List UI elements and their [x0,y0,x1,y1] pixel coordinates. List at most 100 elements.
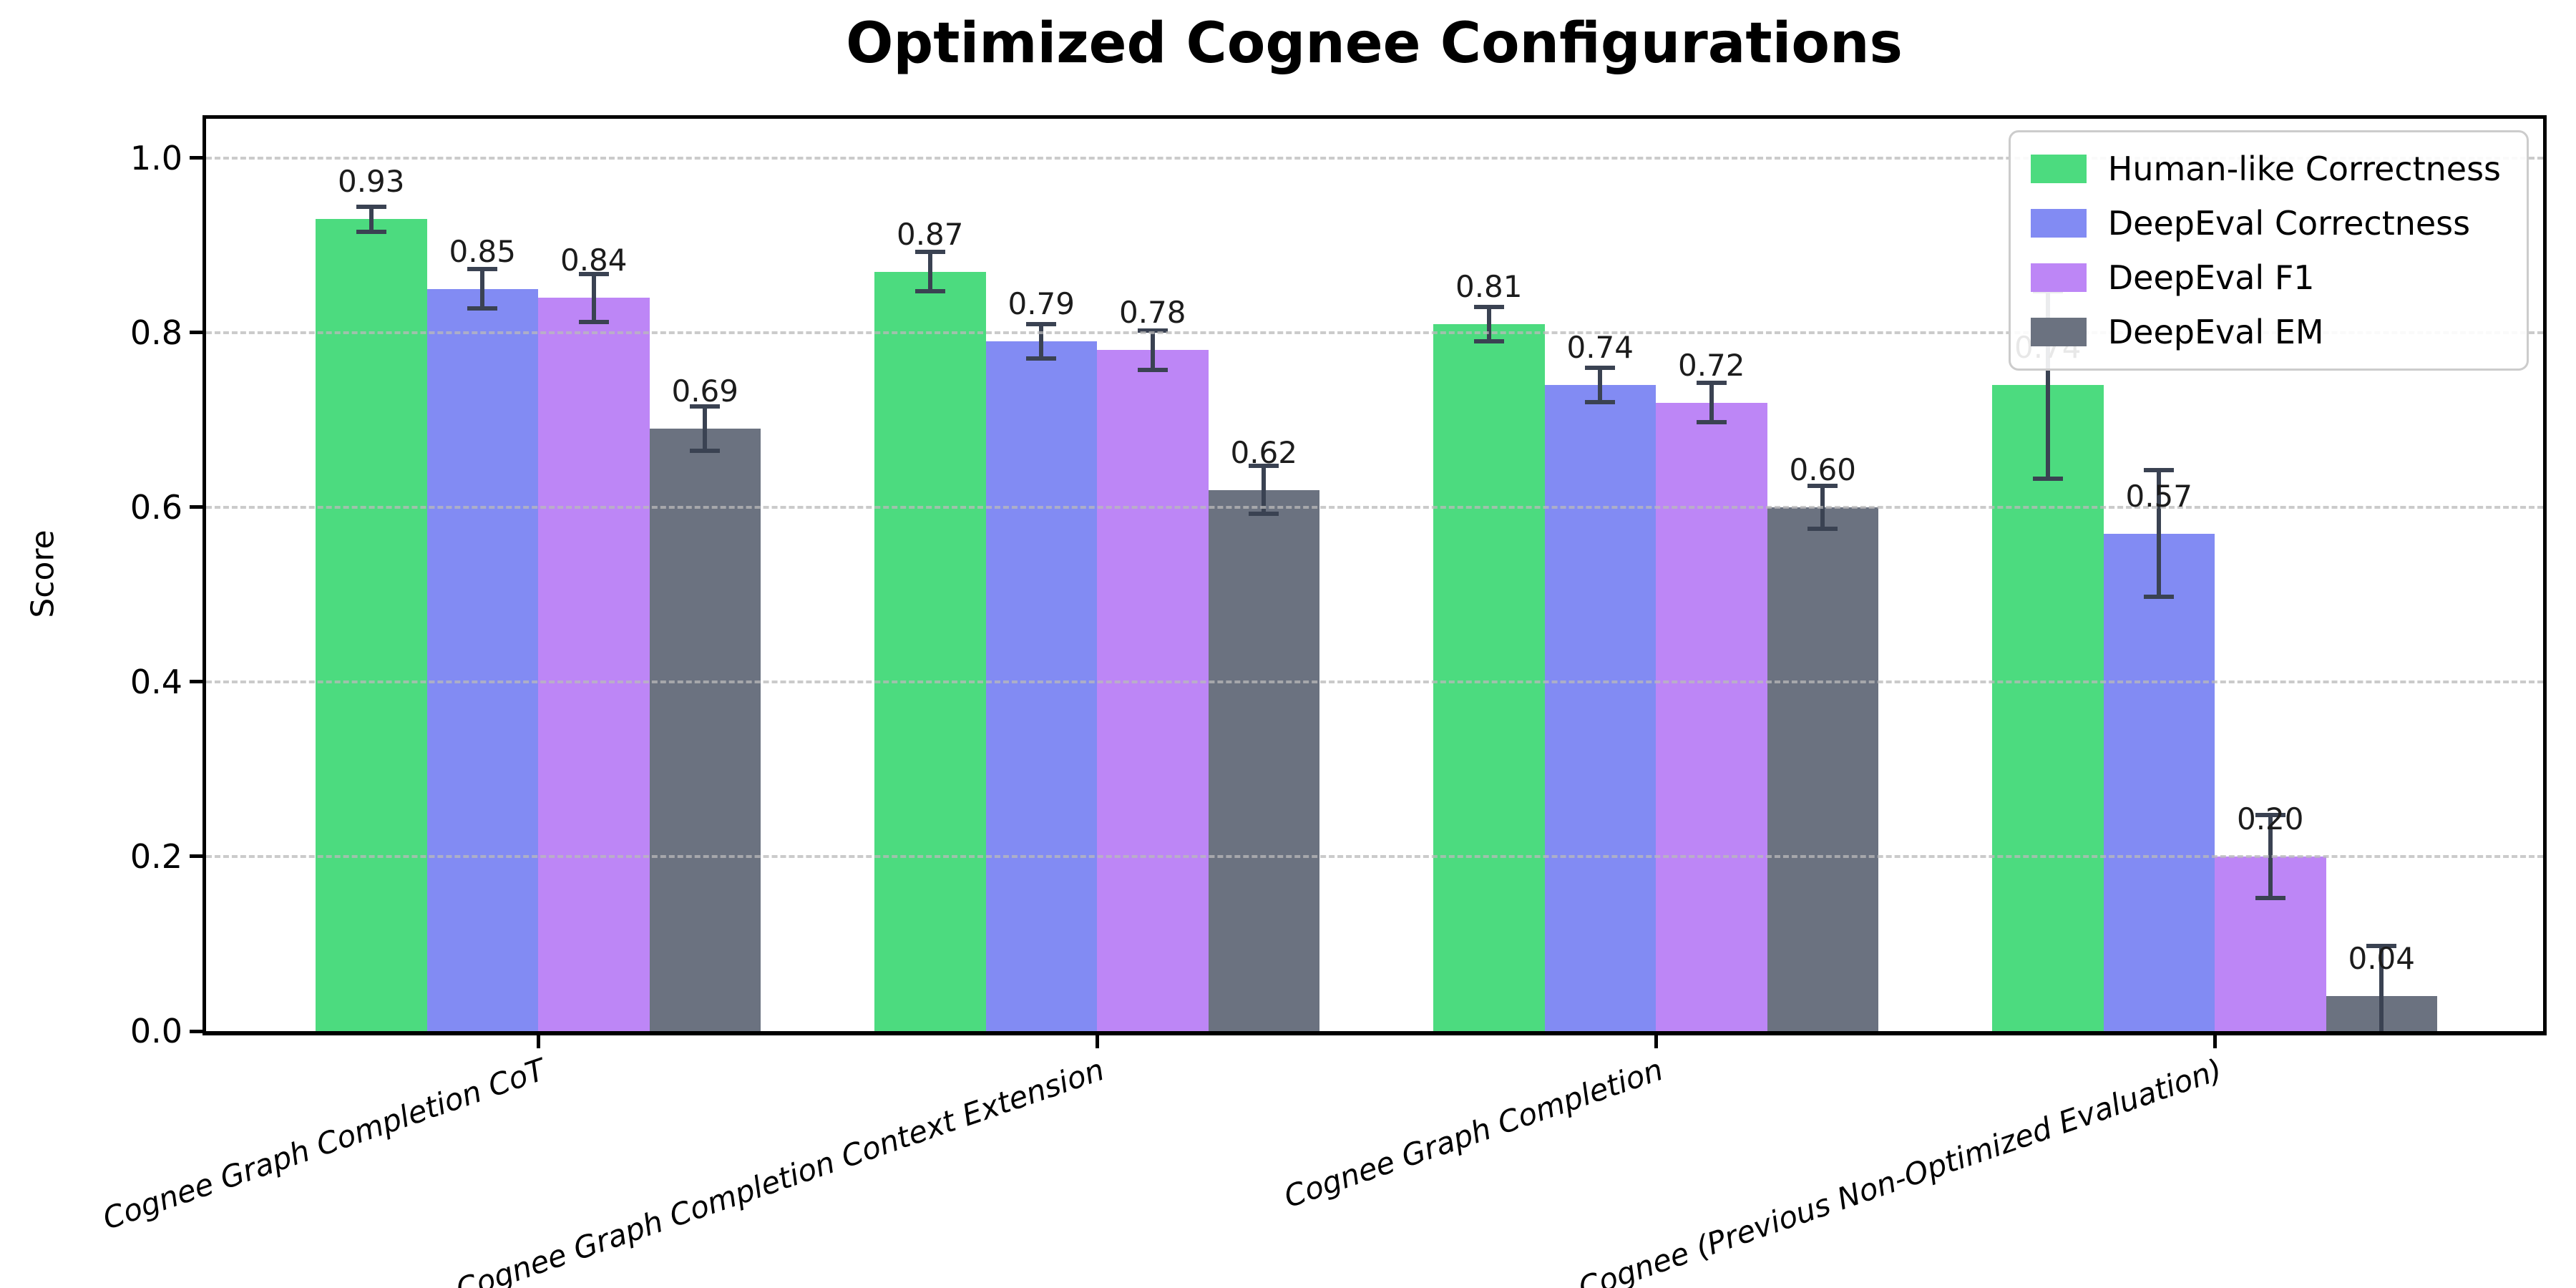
x-tick-mark-0 [536,1035,540,1048]
gridline-0.6 [206,505,2543,509]
error-bar-deepeval-f1-3-cap-top [2255,812,2285,817]
legend-label-human-like-correctness: Human-like Correctness [2107,150,2501,188]
error-bar-deepeval-correctness-1-cap-top [1026,322,1057,327]
bar-value-label-human-like-correctness-1: 0.87 [896,216,964,252]
error-bar-human-like-correctness-0 [369,204,374,235]
error-bar-deepeval-em-1-cap-bottom [1249,512,1279,517]
bar-value-label-deepeval-f1-0: 0.84 [560,243,628,278]
x-tick-mark-3 [2212,1035,2217,1048]
error-bar-deepeval-correctness-3-cap-bottom [2144,595,2175,600]
bar-value-label-human-like-correctness-0: 0.93 [337,164,405,200]
plot-area [206,119,2543,1031]
bar-deepeval-em-2 [1767,507,1878,1031]
gridline-0.8 [206,331,2543,334]
legend: Human-like Correctness DeepEval Correctne… [2008,130,2529,371]
y-tick-label-0.8: 0.8 [130,313,182,352]
error-bar-deepeval-f1-1 [1150,328,1155,372]
y-tick-label-0.6: 0.6 [130,487,182,527]
error-bar-deepeval-correctness-2-cap-bottom [1585,400,1616,404]
bar-deepeval-f1-1 [1097,350,1209,1031]
gridline-0.4 [206,680,2543,683]
error-bar-deepeval-em-2-cap-top [1807,484,1838,489]
gridline-1 [206,156,2543,160]
y-tick-mark-0.4 [190,680,203,684]
bar-value-label-deepeval-correctness-0: 0.85 [449,233,516,269]
legend-item-human-like-correctness: Human-like Correctness [2030,150,2501,188]
bar-deepeval-correctness-2 [1544,385,1656,1031]
top-spine [203,115,2547,119]
bar-human-like-correctness-1 [874,271,986,1031]
error-bar-human-like-correctness-2-cap-top [1473,304,1504,309]
y-tick-mark-1.0 [190,156,203,160]
legend-swatch-deepeval-f1 [2030,263,2087,292]
error-bar-deepeval-em-0 [703,404,708,454]
error-bar-deepeval-correctness-0-cap-bottom [467,306,498,311]
error-bar-deepeval-f1-2 [1709,381,1714,425]
bar-value-label-deepeval-correctness-2: 0.74 [1566,330,1634,366]
error-bar-human-like-correctness-2 [1486,304,1491,343]
bar-deepeval-f1-0 [538,298,650,1031]
y-tick-label-0.0: 0.0 [130,1012,182,1050]
error-bar-human-like-correctness-1 [927,250,932,294]
bar-value-label-deepeval-em-3: 0.04 [2348,941,2415,977]
error-bar-deepeval-f1-2-cap-bottom [1696,420,1727,425]
bar-deepeval-correctness-0 [426,288,538,1031]
x-tick-mark-2 [1654,1035,1658,1048]
x-tick-label-1: Cognee Graph Completion Context Extensio… [451,1052,1108,1288]
legend-swatch-human-like-correctness [2030,155,2087,183]
error-bar-human-like-correctness-1-cap-bottom [914,289,945,294]
bar-human-like-correctness-3 [1992,385,2104,1031]
bar-value-label-human-like-correctness-2: 0.81 [1455,268,1523,304]
error-bar-deepeval-f1-1-cap-top [1137,328,1168,333]
error-bar-deepeval-correctness-2-cap-top [1585,366,1616,371]
error-bar-deepeval-f1-2-cap-top [1696,381,1727,386]
bar-deepeval-correctness-1 [985,341,1097,1031]
bar-value-label-deepeval-correctness-3: 0.57 [2125,478,2192,514]
bar-value-label-deepeval-f1-1: 0.78 [1118,295,1186,331]
error-bar-deepeval-em-1 [1262,463,1267,517]
legend-item-deepeval-correctness: DeepEval Correctness [2030,205,2501,241]
error-bar-deepeval-correctness-0 [480,267,485,311]
error-bar-human-like-correctness-0-cap-top [356,204,386,209]
legend-item-deepeval-f1: DeepEval F1 [2030,258,2501,297]
x-tick-label-2: Cognee Graph Completion [1279,1052,1667,1215]
x-axis-line [203,1031,2547,1035]
y-tick-label-1.0: 1.0 [130,138,182,177]
bar-deepeval-f1-2 [1656,402,1767,1031]
error-bar-deepeval-f1-3-cap-bottom [2255,895,2285,900]
error-bar-deepeval-em-2-cap-bottom [1807,526,1838,531]
error-bar-deepeval-em-1-cap-top [1249,463,1279,468]
bar-deepeval-correctness-3 [2103,533,2215,1031]
bar-value-label-deepeval-correctness-1: 0.79 [1008,286,1075,322]
bar-human-like-correctness-2 [1433,323,1545,1031]
y-axis-line [203,115,206,1035]
gridline-0.2 [206,854,2543,858]
bar-value-label-deepeval-em-1: 0.62 [1230,434,1297,470]
chart-title: Optimized Cognee Configurations [846,11,1903,76]
x-tick-label-3: Cognee (Previous Non-Optimized Evaluatio… [1574,1052,2226,1288]
y-tick-label-0.4: 0.4 [130,662,182,701]
y-tick-mark-0.8 [190,331,203,335]
error-bar-deepeval-correctness-2 [1598,366,1603,404]
bar-deepeval-em-0 [649,429,761,1031]
x-tick-mark-1 [1095,1035,1099,1048]
error-bar-deepeval-em-3-cap-top [2366,943,2397,948]
legend-item-deepeval-em: DeepEval EM [2030,314,2501,350]
error-bar-human-like-correctness-0-cap-bottom [356,230,386,235]
y-tick-mark-0.0 [190,1029,203,1033]
error-bar-deepeval-correctness-0-cap-top [467,267,498,272]
bar-value-label-deepeval-em-2: 0.60 [1789,452,1856,487]
legend-label-deepeval-f1: DeepEval F1 [2107,258,2315,297]
error-bar-human-like-correctness-3 [2045,288,2050,482]
error-bar-deepeval-correctness-1-cap-bottom [1026,356,1057,361]
error-bar-deepeval-em-0-cap-top [690,404,721,409]
error-bar-deepeval-f1-0-cap-bottom [578,319,609,324]
error-bar-human-like-correctness-1-cap-top [914,250,945,255]
error-bar-deepeval-correctness-1 [1039,322,1044,361]
error-bar-deepeval-f1-1-cap-bottom [1137,367,1168,372]
error-bar-deepeval-correctness-3 [2157,468,2162,600]
legend-swatch-deepeval-correctness [2030,209,2087,238]
y-tick-label-0.2: 0.2 [130,836,182,876]
error-bar-deepeval-f1-0-cap-top [578,271,609,276]
